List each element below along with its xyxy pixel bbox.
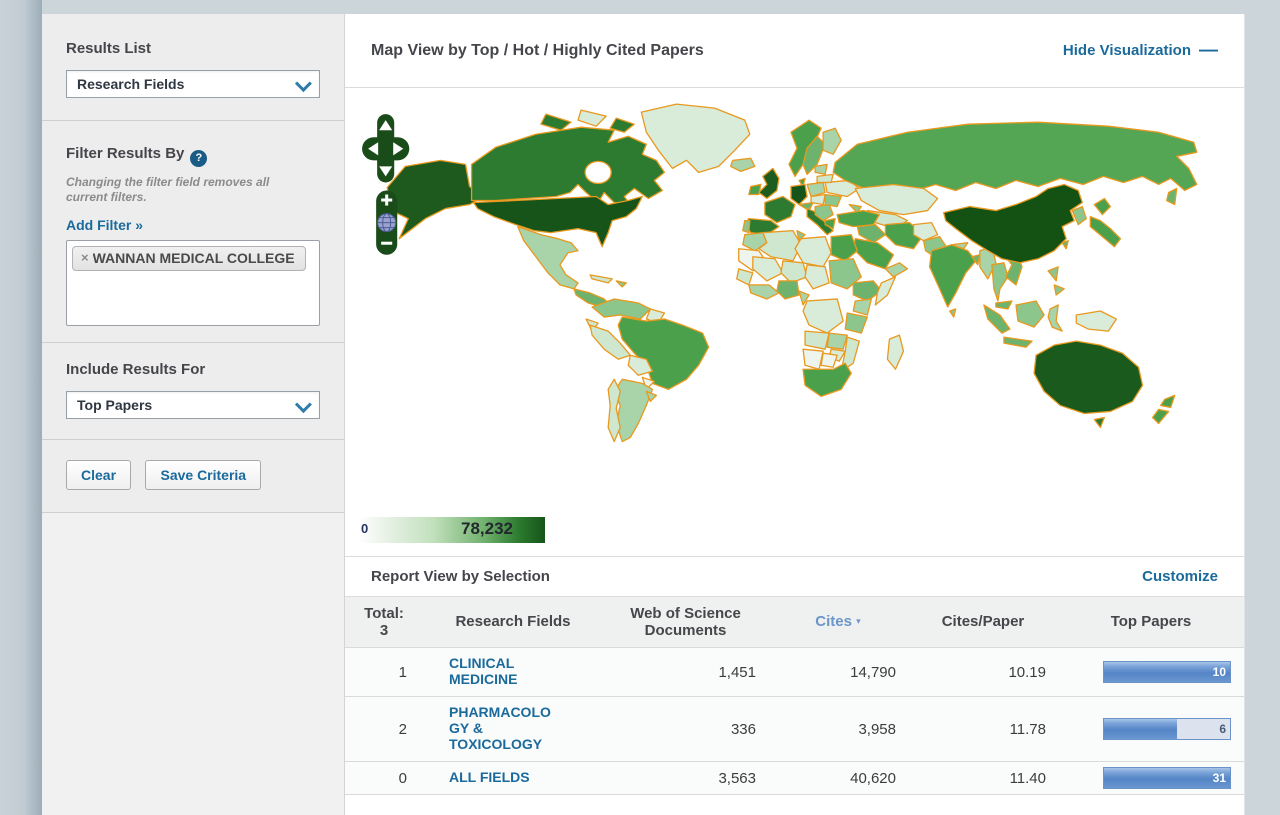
column-cites-sort[interactable]: Cites ▾	[768, 613, 908, 630]
report-header: Report View by Selection Customize	[345, 556, 1244, 597]
chevron-down-icon	[295, 396, 312, 413]
row-cites: 14,790	[768, 664, 908, 681]
filter-chip-label: WANNAN MEDICAL COLLEGE	[93, 250, 295, 266]
hide-visualization-label: Hide Visualization	[1063, 42, 1191, 59]
zoom-out-icon	[381, 242, 392, 245]
table-body: 1 CLINICAL MEDICINE 1,451 14,790 10.19 1…	[345, 647, 1244, 795]
map-countries[interactable]	[387, 104, 1197, 442]
field-link[interactable]: PHARMACOLOGY & TOXICOLOGY	[449, 704, 553, 752]
row-cites-per-paper: 11.78	[908, 721, 1058, 738]
table-header-row: Total: 3 Research Fields Web of Science …	[345, 597, 1244, 647]
table-row: 1 CLINICAL MEDICINE 1,451 14,790 10.19 1…	[345, 647, 1244, 696]
map-zoom-control[interactable]	[376, 190, 397, 254]
add-filter-link[interactable]: Add Filter »	[66, 217, 143, 233]
table-row: 2 PHARMACOLOGY & TOXICOLOGY 336 3,958 11…	[345, 696, 1244, 761]
row-docs: 1,451	[603, 664, 768, 681]
results-list-section: Results List Research Fields	[42, 14, 344, 121]
legend-min-label: 0	[361, 521, 368, 536]
field-link[interactable]: CLINICAL MEDICINE	[449, 655, 553, 687]
results-list-dropdown[interactable]: Research Fields	[66, 70, 320, 98]
include-results-section: Include Results For Top Papers	[42, 343, 344, 440]
column-total: Total: 3	[345, 605, 423, 640]
world-map[interactable]	[345, 92, 1244, 524]
sidebar-filler	[42, 513, 344, 815]
top-papers-bar-fill	[1104, 768, 1230, 788]
customize-link[interactable]: Customize	[1142, 568, 1218, 585]
row-rank: 1	[345, 664, 423, 681]
top-papers-value: 31	[1213, 771, 1226, 785]
report-title: Report View by Selection	[371, 568, 550, 585]
row-cites: 40,620	[768, 770, 908, 787]
column-cites-per-paper: Cites/Paper	[908, 613, 1058, 630]
help-icon[interactable]: ?	[190, 150, 207, 167]
filter-note: Changing the filter field removes all cu…	[66, 175, 296, 205]
row-rank: 0	[345, 770, 423, 787]
column-research-fields: Research Fields	[423, 613, 603, 630]
filter-section: Filter Results By? Changing the filter f…	[42, 121, 344, 343]
table-row: 0 ALL FIELDS 3,563 40,620 11.40 31	[345, 761, 1244, 795]
results-list-value: Research Fields	[67, 76, 184, 92]
top-papers-bar[interactable]: 10	[1103, 661, 1231, 683]
remove-filter-icon[interactable]: ×	[81, 250, 89, 266]
row-docs: 336	[603, 721, 768, 738]
filter-chip[interactable]: × WANNAN MEDICAL COLLEGE	[72, 246, 306, 271]
report-table: Total: 3 Research Fields Web of Science …	[345, 597, 1244, 795]
map-header: Map View by Top / Hot / Highly Cited Pap…	[345, 14, 1244, 88]
page-background-band	[0, 0, 42, 815]
top-papers-bar-fill	[1104, 719, 1177, 739]
app-window: Results List Research Fields Filter Resu…	[42, 14, 1245, 815]
field-link[interactable]: ALL FIELDS	[449, 769, 530, 785]
top-papers-bar[interactable]: 31	[1103, 767, 1231, 789]
include-results-dropdown[interactable]: Top Papers	[66, 391, 320, 419]
hide-visualization-link[interactable]: Hide Visualization —	[1063, 42, 1218, 59]
row-docs: 3,563	[603, 770, 768, 787]
sort-desc-icon: ▾	[856, 616, 861, 626]
top-papers-value: 10	[1213, 665, 1226, 679]
sidebar-actions: Clear Save Criteria	[42, 440, 344, 513]
main-panel: Map View by Top / Hot / Highly Cited Pap…	[345, 14, 1245, 815]
filter-list-box: × WANNAN MEDICAL COLLEGE	[66, 240, 320, 326]
map-view: 0 78,232	[345, 88, 1244, 556]
results-list-heading: Results List	[66, 40, 320, 57]
sidebar: Results List Research Fields Filter Resu…	[42, 14, 345, 815]
filter-heading: Filter Results By	[66, 145, 184, 162]
map-title: Map View by Top / Hot / Highly Cited Pap…	[371, 42, 704, 60]
clear-button[interactable]: Clear	[66, 460, 131, 490]
row-cites: 3,958	[768, 721, 908, 738]
top-papers-bar[interactable]: 6	[1103, 718, 1231, 740]
map-legend: 0 78,232	[358, 517, 545, 543]
include-results-heading: Include Results For	[66, 361, 320, 378]
column-top-papers: Top Papers	[1058, 613, 1244, 630]
row-cites-per-paper: 11.40	[908, 770, 1058, 787]
row-rank: 2	[345, 721, 423, 738]
minus-icon: —	[1199, 46, 1218, 56]
column-wos-documents: Web of Science Documents	[603, 605, 768, 640]
chevron-down-icon	[295, 75, 312, 92]
include-results-value: Top Papers	[67, 397, 152, 413]
row-cites-per-paper: 10.19	[908, 664, 1058, 681]
legend-max-label: 78,232	[461, 519, 513, 539]
save-criteria-button[interactable]: Save Criteria	[145, 460, 261, 490]
top-papers-value: 6	[1219, 722, 1226, 736]
top-papers-bar-fill	[1104, 662, 1230, 682]
